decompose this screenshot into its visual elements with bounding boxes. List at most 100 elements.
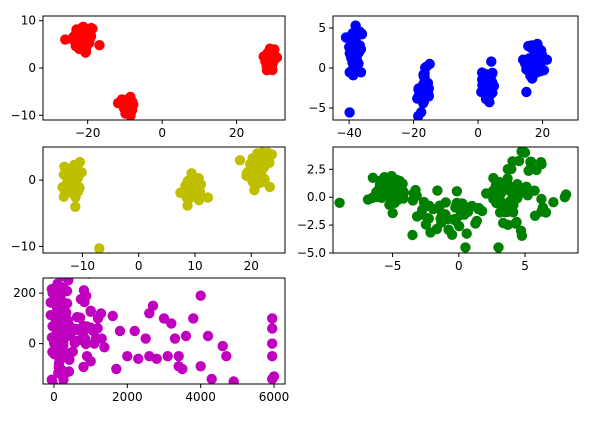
points-3 [57,147,277,253]
data-point [486,56,497,67]
data-point [62,178,73,189]
data-point [473,203,484,215]
data-point [67,388,77,398]
data-point [59,402,69,412]
data-point [162,351,173,362]
x-tick-label: −20 [401,126,426,140]
data-point [411,190,422,201]
data-point [560,189,572,200]
data-point [85,356,96,367]
y-tick-label: −5 [308,101,326,115]
data-point [129,325,140,337]
data-point [99,342,110,353]
data-point [51,282,63,293]
data-point [538,54,550,65]
data-point [144,351,155,362]
subplot-1: −20 0 20 −10 0 10 [11,14,286,140]
data-point [90,333,102,344]
data-point [267,338,278,349]
x-tick-label: 5 [521,259,529,273]
data-point [95,308,107,319]
data-point [251,167,262,178]
x-tick-label: 20 [229,126,244,140]
data-point [61,320,72,331]
points-2 [340,20,553,120]
data-point [498,217,509,229]
data-point [112,97,124,109]
data-point [495,188,506,199]
data-point [423,89,434,100]
data-point [493,242,504,253]
x-tick-label: 10 [187,259,202,273]
data-point [50,318,62,329]
points-4 [334,147,572,253]
data-point [48,337,60,349]
data-point [245,158,256,170]
x-tick-label: 0 [455,259,463,273]
data-point [389,197,400,208]
data-point [80,24,91,36]
data-point [63,278,74,286]
x-tick-label: 20 [244,259,259,273]
data-point [420,219,432,230]
data-point [481,188,492,199]
data-point [217,340,228,352]
data-point [521,64,532,75]
data-point [85,322,96,333]
data-point [241,170,252,181]
data-point [85,306,96,317]
data-point [334,197,345,208]
data-point [195,361,206,372]
data-point [69,337,80,349]
data-point [169,333,181,344]
data-point [460,242,471,253]
data-point [187,186,198,197]
data-point [193,178,205,189]
data-point [252,153,263,164]
data-point [158,313,170,324]
data-point [355,67,367,78]
y-tick-label: −10 [11,239,36,253]
data-point [74,41,85,52]
data-point [80,338,92,350]
data-point [72,172,84,184]
data-point [529,49,540,61]
x-tick-label: 0 [474,126,482,140]
x-tick-label: 2000 [112,390,143,404]
data-point [75,294,87,305]
data-point [120,108,131,119]
data-point [45,297,56,308]
subplot-3: −10 0 10 20 −10 0 [11,146,286,273]
data-point [371,191,382,203]
data-point [516,147,527,157]
data-point [267,323,278,334]
data-point [521,86,532,98]
data-point [61,298,73,309]
y-tick-label: 5 [318,21,326,35]
x-tick-label: −20 [75,126,100,140]
data-point [58,191,69,202]
data-point [83,37,94,48]
points-5 [45,278,280,412]
x-tick-label: −10 [70,259,95,273]
data-point [111,363,122,375]
data-point [74,312,86,323]
data-point [228,376,239,384]
data-point [442,214,453,225]
data-point [46,374,57,384]
data-point [177,363,188,375]
data-point [516,230,528,241]
subplot-5: 0 2000 4000 6000 0 200 [13,277,289,412]
data-point [114,325,126,337]
data-point [202,192,214,203]
data-point [367,172,379,183]
data-point [60,34,71,45]
data-point [523,40,534,52]
axes-frame [332,146,579,254]
y-tick-label: −5.0 [297,246,326,260]
x-tick-label: 4000 [185,390,216,404]
data-point [55,307,66,319]
x-tick-label: 0 [50,390,58,404]
data-point [175,187,186,198]
data-point [432,185,443,196]
